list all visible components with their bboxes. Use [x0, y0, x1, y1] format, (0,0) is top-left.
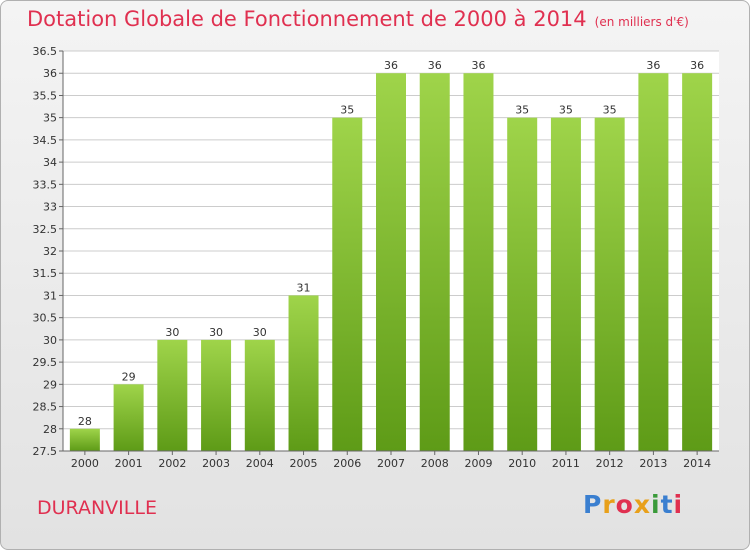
y-tick-label: 27.5: [33, 445, 58, 458]
bar-value-label: 30: [209, 326, 223, 339]
bar-value-label: 36: [428, 59, 442, 72]
bar: [507, 117, 538, 452]
bar: [69, 428, 100, 451]
y-tick-label: 30: [43, 334, 57, 347]
y-tick-label: 34: [43, 156, 57, 169]
bar: [332, 117, 363, 452]
y-tick-label: 36.5: [33, 45, 58, 58]
bar-value-label: 35: [340, 104, 354, 117]
y-tick-label: 30.5: [33, 312, 58, 325]
brand-logo: Proxiti: [583, 490, 683, 519]
y-tick-label: 31: [43, 289, 57, 302]
y-tick-label: 32: [43, 245, 57, 258]
chart-subtitle: (en milliers d'€): [594, 15, 689, 29]
brand-letter: i: [673, 490, 684, 519]
bar: [288, 295, 319, 451]
y-tick-label: 32.5: [33, 223, 58, 236]
brand-letter: t: [660, 490, 674, 519]
y-tick-label: 31.5: [33, 267, 58, 280]
x-tick-label: 2009: [464, 457, 492, 470]
x-tick-label: 2013: [639, 457, 667, 470]
bar: [157, 339, 188, 451]
x-tick-label: 2001: [115, 457, 143, 470]
x-tick-label: 2007: [377, 457, 405, 470]
bar: [463, 73, 494, 451]
bar-value-label: 36: [471, 59, 485, 72]
bar-value-label: 31: [297, 281, 311, 294]
y-tick-label: 35.5: [33, 89, 58, 102]
bar-value-label: 35: [559, 104, 573, 117]
title-text: Dotation Globale de Fonctionnement de 20…: [27, 7, 587, 31]
y-tick-label: 29.5: [33, 356, 58, 369]
chart-title: Dotation Globale de Fonctionnement de 20…: [27, 7, 689, 31]
bar: [419, 73, 450, 451]
x-tick-label: 2004: [246, 457, 274, 470]
city-name: DURANVILLE: [37, 497, 157, 519]
bar: [201, 339, 232, 451]
x-tick-label: 2005: [290, 457, 318, 470]
brand-letter: i: [651, 490, 661, 519]
x-tick-label: 2002: [158, 457, 186, 470]
x-tick-label: 2008: [421, 457, 449, 470]
axes: 27.5 28 28.5 29 29.5 30 30.5 31 31.5 32 32.5 33 33.5…: [33, 45, 719, 470]
bar: [113, 384, 144, 451]
bar: [594, 117, 625, 452]
bar-value-label: 28: [78, 415, 92, 428]
x-tick-label: 2011: [552, 457, 580, 470]
brand-letter: P: [583, 490, 603, 519]
x-tick-label: 2010: [508, 457, 536, 470]
bar: [682, 73, 713, 451]
y-tick-label: 36: [43, 67, 57, 80]
bar: [550, 117, 581, 452]
x-tick-label: 2014: [683, 457, 711, 470]
y-tick-label: 33: [43, 201, 57, 214]
y-tick-label: 28: [43, 423, 57, 436]
y-tick-label: 34.5: [33, 134, 58, 147]
x-tick-label: 2000: [71, 457, 99, 470]
x-tick-label: 2012: [596, 457, 624, 470]
bar-value-label: 29: [122, 370, 136, 383]
bar-value-label: 30: [165, 326, 179, 339]
bar-value-label: 36: [690, 59, 704, 72]
bar-value-label: 35: [515, 104, 529, 117]
brand-letter: r: [602, 490, 616, 519]
y-tick-label: 33.5: [33, 178, 58, 191]
y-tick-label: 29: [43, 378, 57, 391]
bar-value-label: 35: [603, 104, 617, 117]
bar: [244, 339, 275, 451]
y-tick-label: 28.5: [33, 401, 58, 414]
bar-value-label: 36: [384, 59, 398, 72]
bar-value-label: 30: [253, 326, 267, 339]
bar: [638, 73, 669, 451]
brand-letter: x: [633, 490, 651, 519]
y-tick-label: 35: [43, 112, 57, 125]
bar: [376, 73, 406, 451]
x-tick-label: 2003: [202, 457, 230, 470]
x-tick-label: 2006: [333, 457, 361, 470]
bars: 28 29 30 30 30 31 35 36 36 36 35 35 35 36 36: [69, 59, 713, 452]
bar-value-label: 36: [646, 59, 660, 72]
brand-letter: o: [615, 490, 634, 519]
